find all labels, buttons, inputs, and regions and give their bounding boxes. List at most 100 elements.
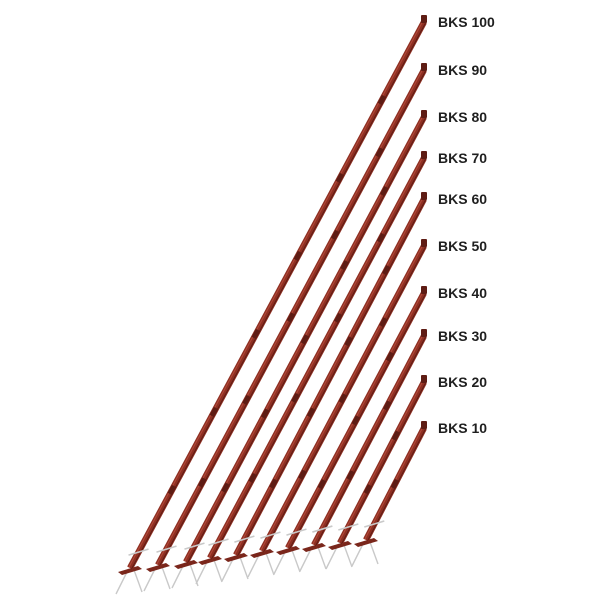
coupler-sleeve bbox=[385, 351, 395, 362]
head-fitting bbox=[421, 375, 427, 383]
coupler-sleeve bbox=[334, 312, 343, 324]
coupler-sleeve bbox=[380, 186, 389, 197]
coupler-sleeve bbox=[379, 317, 388, 328]
anchor-spike bbox=[239, 556, 249, 580]
base-plate bbox=[328, 541, 352, 550]
anchor-spike bbox=[115, 569, 129, 595]
base-plate bbox=[118, 566, 142, 575]
coupler-sleeve bbox=[209, 406, 219, 418]
coupler-sleeve bbox=[300, 334, 310, 345]
coupler-sleeve bbox=[269, 478, 278, 489]
tube-shadow bbox=[211, 158, 427, 560]
base-plate bbox=[146, 563, 170, 572]
prop-bks-30 bbox=[299, 329, 427, 572]
head-fitting bbox=[421, 239, 427, 247]
prop-label-bks-100: BKS 100 bbox=[438, 14, 495, 30]
adjustment-pin bbox=[286, 528, 307, 536]
prop-label-bks-70: BKS 70 bbox=[438, 150, 487, 166]
tube-highlight bbox=[312, 335, 424, 545]
base-plate bbox=[198, 556, 222, 565]
anchor-spike bbox=[161, 566, 171, 590]
adjustment-pin bbox=[234, 535, 255, 543]
tube-highlight bbox=[234, 198, 424, 555]
labels-layer: BKS 100 BKS 90 BKS 80 BKS 70 BKS 60 BKS 50 BKS… bbox=[438, 14, 495, 436]
coupler-sleeve bbox=[376, 232, 386, 244]
coupler-sleeve bbox=[338, 393, 348, 404]
base-plate bbox=[276, 546, 300, 555]
prop-label-bks-80: BKS 80 bbox=[438, 109, 487, 125]
tube bbox=[207, 156, 427, 560]
prop-label-bks-20: BKS 20 bbox=[438, 374, 487, 390]
coupler-sleeve bbox=[286, 312, 296, 323]
anchor-spike bbox=[317, 546, 327, 570]
prop-bks-90 bbox=[143, 63, 427, 592]
adjustment-pin bbox=[156, 545, 177, 553]
prop-bks-70 bbox=[195, 151, 427, 585]
prop-bks-10 bbox=[351, 421, 427, 567]
coupler-sleeve bbox=[242, 394, 251, 406]
base-plate bbox=[302, 543, 326, 552]
coupler-sleeve bbox=[344, 336, 354, 347]
anchor-spike bbox=[221, 556, 235, 582]
props-layer bbox=[115, 15, 427, 595]
coupler-sleeve bbox=[248, 472, 258, 484]
coupler-sleeve bbox=[293, 250, 303, 262]
anchor-spike bbox=[351, 541, 365, 567]
coupler-sleeve bbox=[383, 400, 392, 411]
coupler-sleeve bbox=[377, 94, 387, 106]
coupler-sleeve bbox=[390, 478, 400, 490]
coupler-sleeve bbox=[198, 477, 207, 488]
anchor-spike bbox=[195, 559, 209, 585]
prop-label-bks-90: BKS 90 bbox=[438, 62, 487, 78]
adjustment-pin bbox=[208, 538, 229, 546]
coupler-sleeve bbox=[298, 469, 307, 480]
adjustment-pin bbox=[312, 525, 333, 533]
head-fitting bbox=[421, 63, 427, 71]
adjustment-pin bbox=[338, 523, 359, 531]
base-plate bbox=[250, 549, 274, 558]
base-plate bbox=[224, 553, 248, 562]
prop-label-bks-40: BKS 40 bbox=[438, 285, 487, 301]
head-fitting bbox=[421, 110, 427, 118]
tube bbox=[127, 20, 427, 570]
anchor-spike bbox=[247, 552, 261, 578]
prop-bks-40 bbox=[273, 286, 427, 575]
anchor-spike bbox=[291, 549, 301, 573]
anchor-spike bbox=[171, 563, 185, 589]
prop-bks-50 bbox=[247, 239, 427, 578]
prop-label-bks-60: BKS 60 bbox=[438, 191, 487, 207]
prop-label-bks-30: BKS 30 bbox=[438, 328, 487, 344]
prop-bks-100 bbox=[115, 15, 427, 595]
head-fitting bbox=[421, 286, 427, 294]
tube-highlight bbox=[338, 381, 424, 543]
base-plate bbox=[354, 538, 378, 547]
coupler-sleeve bbox=[351, 415, 361, 426]
coupler-sleeve bbox=[317, 479, 327, 490]
coupler-sleeve bbox=[335, 172, 345, 184]
coupler-sleeve bbox=[167, 484, 177, 496]
head-fitting bbox=[421, 421, 427, 429]
tube-shadow bbox=[131, 22, 427, 570]
tube-shadow bbox=[341, 382, 427, 545]
tube-shadow bbox=[315, 336, 427, 547]
anchor-spike bbox=[143, 566, 157, 592]
anchor-spike bbox=[299, 546, 313, 572]
anchor-spike bbox=[133, 569, 143, 593]
tube-highlight bbox=[128, 21, 424, 568]
head-fitting bbox=[421, 151, 427, 159]
tube-shadow bbox=[237, 199, 427, 557]
adjustment-pin bbox=[184, 542, 205, 550]
coupler-sleeve bbox=[382, 265, 391, 276]
anchor-spike bbox=[343, 544, 353, 568]
adjustment-pin bbox=[128, 548, 149, 556]
head-fitting bbox=[421, 15, 427, 23]
coupler-sleeve bbox=[251, 328, 261, 340]
coupler-sleeve bbox=[363, 484, 373, 495]
base-plate bbox=[174, 560, 198, 569]
prop-bks-20 bbox=[325, 375, 427, 570]
coupler-sleeve bbox=[261, 408, 270, 419]
coupler-sleeve bbox=[306, 407, 316, 418]
coupler-sleeve bbox=[331, 229, 340, 241]
coupler-sleeve bbox=[291, 392, 300, 404]
